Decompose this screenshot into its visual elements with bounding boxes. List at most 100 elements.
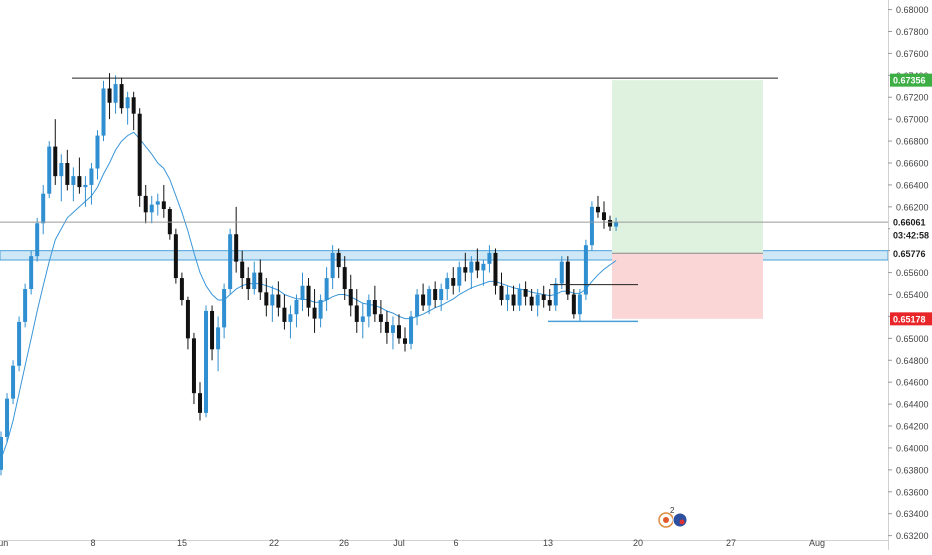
candle-body — [583, 245, 588, 295]
stop-price-label-bg — [890, 312, 932, 326]
candle-body — [125, 97, 130, 109]
time-tick-label: Aug — [809, 538, 825, 548]
time-tick-label: 27 — [726, 538, 736, 548]
time-tick-label: Jun — [0, 538, 8, 548]
candle-body — [107, 88, 112, 103]
candle-body — [439, 289, 444, 300]
candle-body — [222, 289, 227, 328]
candle-body — [571, 294, 576, 315]
candle-body — [83, 184, 88, 188]
time-tick-label: 8 — [90, 538, 95, 548]
candle-body — [384, 321, 389, 333]
candle-body — [17, 321, 22, 366]
candle-body — [294, 299, 299, 315]
candle-body — [89, 168, 94, 185]
stop-price-label: 0.65178 — [893, 314, 926, 324]
candle-body — [445, 278, 450, 290]
time-tick-label: 26 — [339, 538, 349, 548]
candle-body — [113, 84, 118, 103]
zones-layer — [0, 80, 889, 319]
candle-body — [372, 299, 377, 315]
price-tick-label: 0.65400 — [896, 290, 929, 300]
price-tick-label: 0.66600 — [896, 159, 929, 169]
stop-zone — [612, 253, 763, 319]
candle-body — [427, 289, 432, 306]
price-tick-label: 0.66400 — [896, 180, 929, 190]
candle-body — [149, 204, 154, 213]
price-tick-label: 0.67000 — [896, 115, 929, 125]
candle-body — [270, 294, 275, 306]
price-tick-label: 0.63800 — [896, 465, 929, 475]
candle-body — [354, 305, 359, 322]
price-tick-label: 0.66200 — [896, 202, 929, 212]
candle-body — [324, 278, 329, 300]
candle-body — [185, 299, 190, 339]
candle-body — [53, 146, 58, 177]
candle-body — [312, 307, 317, 319]
candle-body — [95, 135, 100, 169]
candle-body — [481, 263, 486, 271]
candle-body — [487, 252, 492, 264]
candle-body — [614, 222, 619, 227]
candle-body — [137, 113, 142, 196]
candle-body — [161, 201, 166, 210]
flag-event-icon-dot — [679, 519, 685, 525]
price-tick-label: 0.65000 — [896, 334, 929, 344]
candles-layer — [0, 73, 619, 476]
candle-body — [143, 195, 148, 213]
entry-price-label: 0.65776 — [893, 249, 926, 259]
candle-body — [360, 316, 365, 322]
candle-body — [228, 234, 233, 290]
candle-body — [258, 272, 263, 293]
price-tick-label: 0.64200 — [896, 422, 929, 432]
candle-body — [179, 278, 184, 300]
candle-body — [240, 261, 245, 279]
drawn-lines-layer — [0, 77, 888, 323]
candle-body — [475, 261, 480, 271]
candle-body — [300, 285, 305, 300]
candle-body — [173, 234, 178, 279]
event-badge-group[interactable]: 2 — [658, 506, 688, 528]
candle-body — [493, 252, 498, 286]
candle-body — [204, 310, 209, 413]
candle-body — [318, 299, 323, 319]
candle-body — [191, 338, 196, 394]
price-tick-label: 0.63200 — [896, 531, 929, 541]
candle-body — [608, 219, 613, 227]
event-badges[interactable]: 2 — [658, 506, 688, 528]
candle-body — [499, 285, 504, 300]
candle-body — [415, 294, 420, 317]
candle-body — [5, 398, 10, 437]
time-tick-label: 20 — [633, 538, 643, 548]
countdown-bg — [890, 228, 932, 242]
candle-body — [505, 294, 510, 300]
candle-body — [565, 261, 570, 295]
candle-body — [348, 289, 353, 306]
time-axis[interactable]: Jun 8 15 22 26 Jul 6 13 20 27 Aug — [0, 538, 888, 548]
candle-body — [523, 289, 528, 297]
price-tick-label: 0.68000 — [896, 5, 929, 15]
candle-body — [396, 325, 401, 339]
candle-body — [35, 223, 40, 257]
countdown-label: 03:42:58 — [893, 231, 929, 241]
candle-body — [210, 310, 215, 350]
candle-body — [65, 163, 70, 185]
candle-body — [306, 285, 311, 308]
price-tick-label: 0.64000 — [896, 443, 929, 453]
price-tick-label: 0.67800 — [896, 27, 929, 37]
current-price-label: 0.66061 — [893, 218, 926, 228]
target-price-label-bg — [890, 73, 932, 87]
candle-body — [451, 278, 456, 286]
price-tick-label: 0.63600 — [896, 487, 929, 497]
time-tick-label: 13 — [543, 538, 553, 548]
price-tick-label: 0.67200 — [896, 93, 929, 103]
candle-body — [155, 201, 160, 205]
candle-body — [252, 272, 257, 290]
earnings-event-icon-dot — [663, 517, 669, 523]
candle-body — [511, 294, 516, 306]
price-tick-label: 0.63400 — [896, 509, 929, 519]
candle-body — [409, 316, 414, 344]
candle-body — [469, 261, 474, 273]
